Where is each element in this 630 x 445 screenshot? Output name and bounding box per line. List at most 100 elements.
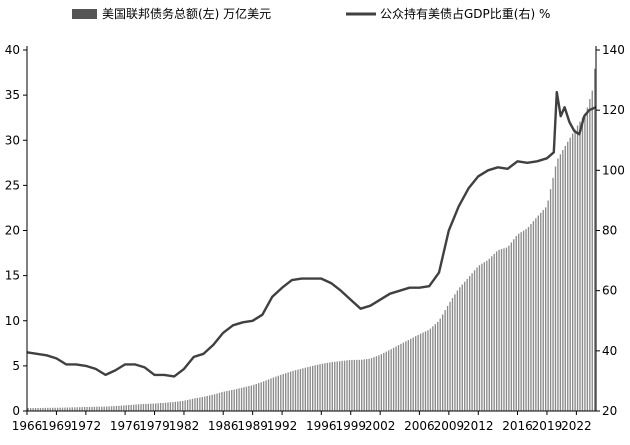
debt-bar: [549, 189, 552, 411]
debt-bar: [542, 210, 544, 411]
right-tick-label: 100: [602, 163, 625, 177]
debt-bar: [520, 232, 522, 411]
debt-bar: [415, 336, 417, 411]
debt-bar: [79, 407, 81, 411]
debt-bar: [363, 359, 365, 411]
debt-bar: [157, 403, 159, 411]
debt-bar: [392, 347, 395, 411]
left-tick-label: 15: [5, 269, 20, 283]
debt-bar: [64, 407, 66, 411]
debt-bar: [27, 408, 29, 411]
debt-bar: [243, 387, 245, 411]
debt-bar: [174, 401, 177, 411]
debt-bar: [410, 338, 412, 411]
debt-bar: [37, 408, 39, 411]
debt-bar: [289, 371, 292, 411]
debt-bar: [380, 354, 383, 411]
debt-bar: [71, 407, 73, 411]
debt-bar: [233, 389, 235, 411]
debt-bar: [208, 395, 211, 411]
debt-bar: [427, 330, 429, 411]
debt-bar: [34, 408, 37, 411]
debt-bar: [167, 402, 169, 411]
debt-bar: [91, 406, 93, 411]
debt-bar: [150, 403, 152, 411]
debt-bar: [240, 387, 243, 411]
debt-bar: [182, 400, 184, 411]
debt-bar: [98, 406, 100, 411]
debt-bar: [574, 129, 576, 412]
x-tick-label: 2016: [502, 419, 533, 433]
left-tick-label: 0: [12, 404, 20, 418]
debt-bar: [334, 361, 336, 411]
debt-bar: [76, 407, 78, 411]
debt-bar: [346, 360, 348, 411]
debt-bar: [454, 294, 456, 411]
debt-bar: [194, 398, 196, 411]
x-tick-label: 1976: [110, 419, 141, 433]
debt-bar: [456, 290, 459, 411]
right-tick-label: 140: [602, 43, 625, 57]
debt-bar: [110, 406, 113, 411]
debt-bar: [125, 405, 127, 411]
debt-bar: [213, 394, 216, 411]
debt-bar: [405, 341, 407, 411]
debt-bar: [184, 400, 186, 411]
debt-bar: [81, 407, 83, 411]
debt-bar: [128, 405, 130, 411]
debt-bar: [218, 392, 221, 411]
debt-bar: [115, 406, 118, 411]
right-tick-label: 40: [602, 344, 617, 358]
debt-bar: [309, 366, 311, 411]
debt-bar: [594, 68, 596, 412]
debt-bar: [88, 406, 91, 411]
debt-bar: [177, 401, 179, 411]
debt-bar: [341, 360, 343, 411]
debt-bar: [510, 242, 513, 411]
debt-bar: [378, 355, 380, 411]
debt-bar: [402, 342, 405, 411]
debt-bar: [473, 270, 476, 411]
debt-bar: [518, 233, 520, 411]
debt-bar: [569, 137, 571, 412]
debt-bar: [299, 369, 302, 411]
debt-bar: [123, 405, 125, 411]
debt-bar: [495, 251, 498, 411]
debt-bar: [348, 360, 351, 411]
debt-bar: [522, 230, 525, 411]
debt-bar: [267, 379, 270, 411]
debt-bar: [172, 402, 174, 411]
debt-bar: [39, 407, 42, 411]
debt-bar: [584, 113, 586, 411]
debt-bar: [326, 362, 329, 411]
debt-bar: [358, 359, 360, 411]
debt-bar: [461, 284, 463, 411]
debt-bar: [86, 407, 88, 411]
legend: 美国联邦债务总额(左) 万亿美元 公众持有美债占GDP比重(右) %: [72, 6, 550, 21]
x-tick-label: 1966: [12, 419, 43, 433]
debt-bar: [395, 346, 397, 411]
debt-bar: [343, 360, 346, 411]
left-tick-label: 35: [5, 88, 20, 102]
debt-bar: [388, 350, 390, 411]
debt-bar: [228, 390, 230, 411]
x-tick-label: 1999: [335, 419, 366, 433]
debt-bar: [275, 376, 277, 411]
debt-bar: [466, 278, 468, 411]
debt-bar: [314, 365, 316, 411]
debt-bar: [451, 298, 454, 411]
debt-bar: [365, 359, 368, 411]
debt-bar: [319, 364, 321, 411]
axes: [26, 46, 597, 412]
debt-bar: [307, 367, 309, 411]
debt-bar: [211, 394, 213, 411]
debt-bar: [204, 396, 206, 411]
debt-bar: [545, 207, 547, 411]
debt-bar: [96, 406, 98, 411]
x-tick-label: 1972: [71, 419, 102, 433]
debt-bar: [591, 90, 593, 411]
left-tick-label: 25: [5, 178, 20, 192]
debt-bar: [108, 406, 110, 411]
line-series: [26, 90, 597, 378]
